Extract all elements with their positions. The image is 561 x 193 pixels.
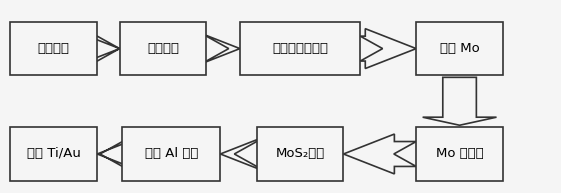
Polygon shape bbox=[68, 29, 119, 69]
FancyBboxPatch shape bbox=[416, 127, 503, 181]
Text: 溅射 Mo: 溅射 Mo bbox=[440, 42, 480, 55]
FancyBboxPatch shape bbox=[119, 22, 206, 75]
Polygon shape bbox=[97, 134, 148, 174]
Polygon shape bbox=[220, 134, 272, 174]
Polygon shape bbox=[189, 29, 240, 69]
Text: 蒸发 Ti/Au: 蒸发 Ti/Au bbox=[27, 147, 81, 161]
FancyBboxPatch shape bbox=[122, 127, 220, 181]
Text: 硅片清洗: 硅片清洗 bbox=[38, 42, 70, 55]
Polygon shape bbox=[343, 134, 416, 174]
FancyBboxPatch shape bbox=[416, 22, 503, 75]
Text: 蒸发 Al 电极: 蒸发 Al 电极 bbox=[145, 147, 198, 161]
Polygon shape bbox=[360, 29, 416, 69]
FancyBboxPatch shape bbox=[257, 127, 343, 181]
Text: MoS₂退火: MoS₂退火 bbox=[275, 147, 325, 161]
FancyBboxPatch shape bbox=[11, 127, 97, 181]
Text: 硅片制绒: 硅片制绒 bbox=[147, 42, 179, 55]
FancyBboxPatch shape bbox=[240, 22, 360, 75]
Polygon shape bbox=[422, 77, 496, 125]
Text: Mo 的硫化: Mo 的硫化 bbox=[436, 147, 484, 161]
FancyBboxPatch shape bbox=[11, 22, 97, 75]
Text: 本征非晶硅制备: 本征非晶硅制备 bbox=[272, 42, 328, 55]
